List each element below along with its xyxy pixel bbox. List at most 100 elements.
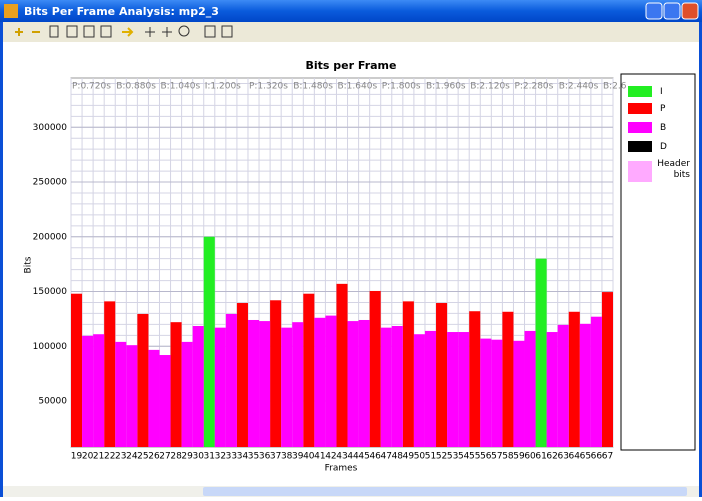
x-tick-label: 60: [524, 452, 536, 462]
chart-title: Bits per Frame: [306, 59, 397, 72]
x-tick-label: 40: [303, 452, 315, 462]
y-tick-label: 250000: [33, 178, 68, 188]
y-tick-label: 200000: [33, 232, 68, 242]
x-tick-label: 22: [104, 452, 115, 462]
x-tick-label: 49: [403, 452, 415, 462]
x-tick-label: 33: [226, 452, 237, 462]
x-tick-label: 56: [480, 452, 492, 462]
fit-icon[interactable]: [66, 25, 78, 38]
bar: [469, 311, 481, 447]
cross-icon[interactable]: [145, 27, 155, 37]
x-tick-label: 66: [591, 452, 603, 462]
bar: [214, 327, 226, 447]
bar: [601, 292, 613, 447]
time-label: B:1.040s: [160, 82, 200, 92]
export-icon[interactable]: [221, 25, 233, 38]
bar: [358, 319, 370, 447]
x-tick-label: 34: [237, 452, 249, 462]
bar: [170, 322, 182, 447]
legend-swatch: [628, 103, 652, 114]
x-tick-label: 42: [325, 452, 336, 462]
time-label: B:2.120s: [470, 82, 510, 92]
bar: [292, 322, 304, 447]
minimize-button[interactable]: [645, 2, 663, 20]
toolbar: [3, 22, 699, 42]
legend-swatch: [628, 86, 652, 97]
bar: [391, 326, 403, 447]
x-tick-label: 54: [458, 452, 470, 462]
arrow-icon[interactable]: [122, 27, 134, 37]
bar: [236, 303, 248, 447]
copy-icon[interactable]: [204, 25, 216, 38]
x-tick-label: 21: [93, 452, 104, 462]
x-tick-label: 43: [336, 452, 347, 462]
scroll-thumb[interactable]: [203, 487, 687, 496]
x-axis-label: Frames: [325, 464, 358, 474]
time-label: P:1.800s: [382, 82, 421, 92]
bar: [413, 334, 425, 447]
bar: [336, 283, 348, 447]
bar: [71, 293, 83, 447]
print-icon[interactable]: [83, 25, 95, 38]
x-tick-label: 51: [425, 452, 436, 462]
bar: [181, 341, 193, 447]
toolbar-icons: [15, 25, 233, 38]
page-icon[interactable]: [49, 25, 59, 38]
bar: [259, 321, 271, 447]
x-tick-label: 29: [181, 452, 193, 462]
legend-swatch: [628, 141, 652, 152]
zoom-in-icon[interactable]: [15, 28, 23, 36]
bar: [93, 334, 105, 447]
time-label: P:2.280s: [514, 82, 553, 92]
bar: [579, 323, 591, 447]
x-tick-label: 31: [204, 452, 215, 462]
app-icon: [4, 4, 18, 18]
x-tick-label: 61: [535, 452, 546, 462]
bar: [115, 341, 127, 447]
y-tick-label: 300000: [33, 123, 68, 133]
maximize-button[interactable]: [663, 2, 681, 20]
x-tick-label: 20: [82, 452, 94, 462]
bar: [148, 349, 160, 447]
bar: [314, 317, 326, 447]
x-tick-label: 32: [215, 452, 226, 462]
bar: [436, 303, 448, 447]
bar: [546, 332, 558, 447]
x-tick-label: 19: [71, 452, 83, 462]
time-label: B:2.6: [603, 82, 627, 92]
x-tick-label: 35: [248, 452, 259, 462]
legend-box: [620, 73, 696, 451]
bar: [402, 301, 414, 447]
bar: [369, 290, 381, 447]
x-tick-label: 23: [115, 452, 126, 462]
legend-swatch: [628, 161, 652, 182]
bar: [458, 332, 470, 447]
y-axis-label: Bits: [24, 256, 34, 273]
time-label: I:1.200s: [205, 82, 241, 92]
legend-label: I: [660, 87, 663, 97]
lock-icon[interactable]: [100, 25, 112, 38]
move-icon[interactable]: [162, 27, 172, 37]
x-tick-label: 55: [469, 452, 480, 462]
bar: [447, 332, 459, 447]
legend-label: Header bits: [657, 159, 690, 180]
bar: [137, 313, 149, 447]
bar: [502, 311, 514, 447]
x-tick-label: 30: [192, 452, 204, 462]
x-tick-label: 39: [292, 452, 304, 462]
x-tick-label: 53: [447, 452, 458, 462]
bar: [126, 345, 138, 447]
bar: [557, 324, 569, 447]
x-tick-label: 52: [436, 452, 447, 462]
x-tick-label: 59: [513, 452, 525, 462]
x-tick-label: 62: [546, 452, 557, 462]
bar: [82, 335, 94, 447]
x-tick-label: 57: [491, 452, 502, 462]
x-tick-label: 45: [358, 452, 369, 462]
magnify-icon[interactable]: [178, 25, 190, 37]
time-label: B:1.480s: [293, 82, 333, 92]
close-button[interactable]: [681, 2, 699, 20]
legend-label: D: [660, 142, 667, 152]
bar: [225, 313, 237, 447]
